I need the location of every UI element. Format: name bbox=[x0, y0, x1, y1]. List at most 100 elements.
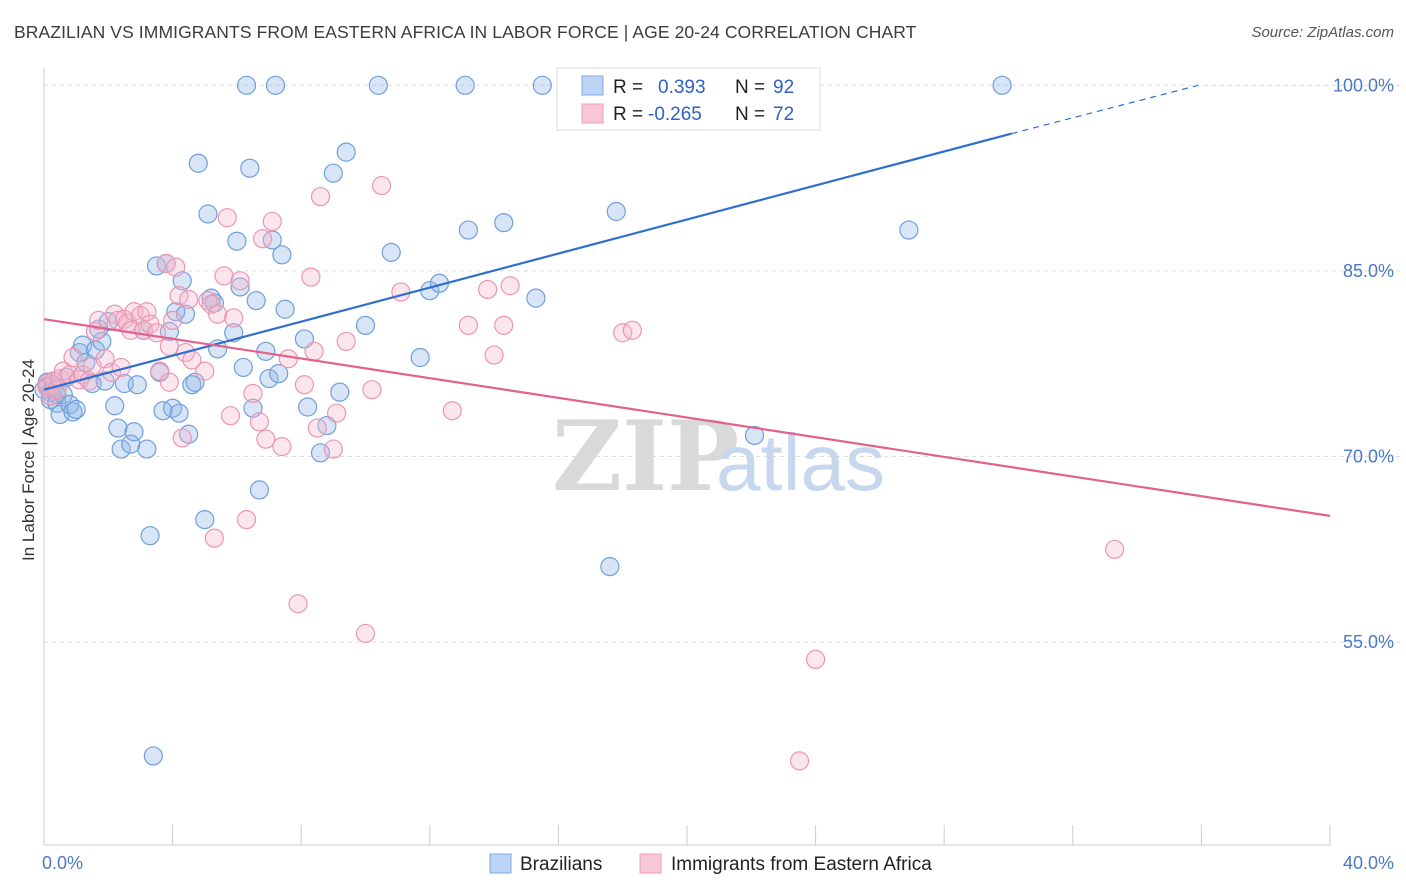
point-eastern-africa bbox=[323, 439, 343, 459]
point-eastern-africa bbox=[159, 372, 179, 392]
point-eastern-africa bbox=[336, 331, 356, 352]
point-brazilians bbox=[269, 364, 289, 384]
point-eastern-africa bbox=[355, 623, 376, 644]
point-eastern-africa bbox=[478, 279, 498, 300]
point-eastern-africa bbox=[169, 286, 189, 306]
bottom-legend-swatch-eastern-africa bbox=[639, 853, 662, 874]
trend-lines bbox=[43, 84, 1331, 517]
point-eastern-africa bbox=[156, 253, 176, 274]
point-brazilians bbox=[143, 746, 163, 766]
series-legend: Brazilians Immigrants from Eastern Afric… bbox=[489, 853, 932, 875]
point-eastern-africa bbox=[288, 594, 308, 614]
trend-line-brazilians-extension bbox=[1011, 84, 1199, 135]
point-brazilians bbox=[275, 299, 295, 319]
point-eastern-africa bbox=[307, 418, 327, 438]
point-brazilians bbox=[124, 422, 144, 442]
point-eastern-africa bbox=[805, 649, 826, 670]
y-tick-label: 55.0% bbox=[1343, 632, 1394, 652]
point-brazilians bbox=[744, 425, 765, 446]
y-axis-label: In Labor Force | Age 20-24 bbox=[19, 359, 38, 561]
point-brazilians bbox=[169, 403, 189, 423]
x-tick-label-min: 0.0% bbox=[42, 853, 83, 873]
point-eastern-africa bbox=[146, 323, 167, 343]
point-brazilians bbox=[105, 396, 125, 416]
point-eastern-africa bbox=[214, 266, 234, 286]
point-eastern-africa bbox=[622, 320, 642, 340]
bottom-legend-label-brazilians: Brazilians bbox=[520, 854, 602, 875]
point-eastern-africa bbox=[243, 383, 263, 403]
point-brazilians bbox=[66, 399, 86, 420]
point-eastern-africa bbox=[789, 751, 810, 771]
point-brazilians bbox=[368, 75, 388, 95]
legend-n-label-1: N = bbox=[735, 77, 765, 98]
point-brazilians bbox=[227, 231, 247, 251]
point-brazilians bbox=[233, 357, 253, 378]
point-eastern-africa bbox=[150, 361, 170, 381]
point-brazilians bbox=[98, 312, 118, 332]
point-eastern-africa bbox=[371, 175, 392, 196]
legend-swatch-brazilians bbox=[581, 75, 604, 96]
point-brazilians bbox=[336, 142, 356, 162]
point-eastern-africa bbox=[278, 349, 298, 369]
point-eastern-africa bbox=[256, 429, 276, 449]
point-eastern-africa bbox=[198, 291, 218, 311]
legend-swatch-eastern-africa bbox=[581, 103, 604, 124]
point-eastern-africa bbox=[137, 302, 157, 322]
point-eastern-africa bbox=[236, 510, 257, 530]
point-eastern-africa bbox=[442, 401, 462, 421]
point-brazilians bbox=[330, 382, 350, 402]
point-brazilians bbox=[163, 398, 183, 418]
point-eastern-africa bbox=[494, 315, 514, 335]
point-brazilians bbox=[230, 277, 250, 297]
point-brazilians bbox=[182, 375, 202, 395]
point-brazilians bbox=[246, 291, 266, 311]
y-tick-label: 70.0% bbox=[1343, 447, 1394, 467]
point-brazilians bbox=[185, 372, 205, 392]
point-eastern-africa bbox=[262, 211, 282, 232]
point-brazilians bbox=[249, 480, 270, 500]
point-eastern-africa bbox=[294, 375, 315, 395]
legend-n-value-2: 72 bbox=[773, 104, 794, 125]
point-brazilians bbox=[111, 439, 131, 459]
point-brazilians bbox=[532, 75, 552, 95]
point-eastern-africa bbox=[163, 310, 183, 331]
legend-r-label-1: R = bbox=[613, 77, 643, 98]
point-brazilians bbox=[259, 368, 279, 389]
point-brazilians bbox=[108, 418, 128, 438]
point-eastern-africa bbox=[172, 428, 192, 448]
y-tick-label: 100.0% bbox=[1333, 75, 1394, 95]
point-eastern-africa bbox=[114, 309, 134, 329]
point-eastern-africa bbox=[500, 276, 520, 296]
point-eastern-africa bbox=[362, 380, 382, 400]
point-eastern-africa bbox=[230, 271, 250, 291]
chart-title: BRAZILIAN VS IMMIGRANTS FROM EASTERN AFR… bbox=[14, 22, 917, 42]
point-brazilians bbox=[323, 163, 343, 183]
point-eastern-africa bbox=[484, 345, 504, 365]
legend-r-label-2: R = bbox=[613, 104, 643, 125]
legend-n-label-2: N = bbox=[735, 104, 765, 125]
correlation-legend: R = 0.393 N = 92 R = -0.265 N = 72 bbox=[556, 67, 821, 131]
legend-r-value-2: -0.265 bbox=[648, 104, 702, 125]
point-brazilians bbox=[198, 204, 218, 224]
trend-line-brazilians bbox=[43, 132, 1012, 391]
point-brazilians bbox=[458, 220, 478, 240]
axes bbox=[43, 68, 1331, 846]
point-eastern-africa bbox=[208, 304, 228, 324]
point-eastern-africa bbox=[224, 308, 244, 328]
watermark: ZIP atlas bbox=[552, 400, 885, 513]
point-eastern-africa bbox=[458, 315, 478, 335]
point-eastern-africa bbox=[166, 257, 186, 277]
point-brazilians bbox=[494, 213, 514, 233]
point-brazilians bbox=[455, 75, 475, 95]
point-eastern-africa bbox=[326, 403, 347, 423]
point-brazilians bbox=[188, 153, 208, 173]
bottom-legend-label-eastern-africa: Immigrants from Eastern Africa bbox=[671, 854, 932, 875]
point-brazilians bbox=[410, 347, 430, 368]
grid: 55.0% 70.0% 85.0% 100.0% bbox=[44, 75, 1400, 652]
point-eastern-africa bbox=[204, 528, 224, 548]
point-brazilians bbox=[195, 510, 215, 530]
point-brazilians bbox=[992, 75, 1012, 95]
point-brazilians bbox=[526, 288, 546, 308]
point-brazilians bbox=[127, 375, 147, 395]
